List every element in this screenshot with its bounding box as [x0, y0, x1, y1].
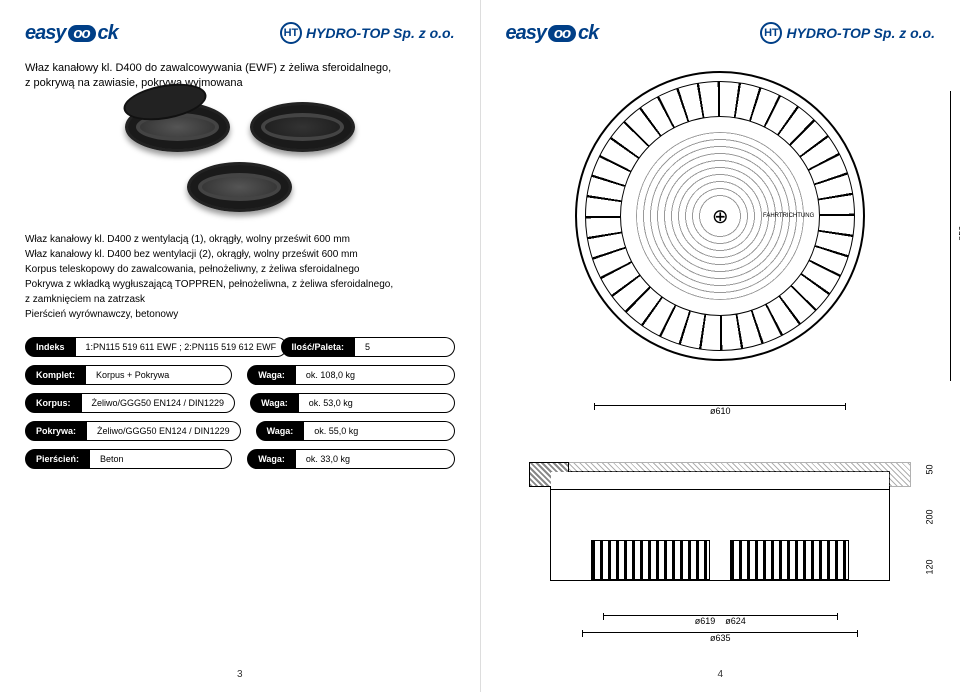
ht-circle-icon: HT: [760, 22, 782, 44]
cell-value: 1:PN115 519 611 EWF ; 2:PN115 519 612 EW…: [76, 337, 288, 357]
cell-value: Żeliwo/GGG50 EN124 / DIN1229: [82, 393, 236, 413]
dim-d610: ø610: [710, 406, 731, 416]
grate-left: [591, 540, 710, 580]
logo-easy: easy: [25, 22, 66, 45]
table-row: Pierścień:Beton Waga:ok. 33,0 kg: [25, 449, 455, 469]
dim-h50: 50: [925, 459, 935, 474]
render-body-ring: [187, 162, 292, 212]
cell-label: Waga:: [247, 365, 296, 385]
table-row: Komplet:Korpus + Pokrywa Waga:ok. 108,0 …: [25, 365, 455, 385]
easylock-logo: easyoock: [506, 22, 599, 45]
easylock-logo: easyoock: [25, 22, 118, 45]
hydro-top-logo: HT HYDRO-TOP Sp. z o.o.: [760, 22, 935, 44]
cell-label: Pierścień:: [25, 449, 90, 469]
desc-line: Właz kanałowy kl. D400 z wentylacją (1),…: [25, 232, 455, 247]
title-line1: Właz kanałowy kl. D400 do zawalcowywania…: [25, 62, 391, 74]
product-description: Właz kanałowy kl. D400 z wentylacją (1),…: [25, 232, 455, 322]
section-bottom-dims: ø619 ø624 ø635: [552, 615, 888, 643]
page-number: 4: [717, 669, 723, 680]
cell-label: Waga:: [250, 393, 299, 413]
table-row: Korpus:Żeliwo/GGG50 EN124 / DIN1229 Waga…: [25, 393, 455, 413]
desc-line: Pokrywa z wkładką wygłuszającą TOPPREN, …: [25, 277, 455, 292]
page-number: 3: [237, 669, 243, 680]
ht-circle-icon: HT: [280, 22, 302, 44]
dim-line: [603, 615, 838, 616]
hydro-text: HYDRO-TOP Sp. z o.o.: [786, 25, 935, 41]
dim-line: [582, 632, 858, 633]
dim-d619: ø619: [695, 616, 716, 626]
cell-value: ok. 108,0 kg: [296, 365, 455, 385]
cell-value: 5: [355, 337, 454, 357]
plan-view-drawing: FAHRTRICHTUNG ø680 ø850 ø610: [510, 71, 930, 451]
table-row: Indeks1:PN115 519 611 EWF ; 2:PN115 519 …: [25, 337, 455, 357]
vertical-dimensions: ø680 ø850: [950, 91, 960, 381]
logo-ck: ck: [578, 22, 598, 45]
top-dimension-610: ø610: [510, 65, 930, 416]
cell-value: ok. 33,0 kg: [296, 449, 455, 469]
product-renders: [25, 102, 455, 212]
title-line2: z pokrywą na zawiasie, pokrywa wyjmowana: [25, 77, 243, 89]
section-view-drawing: 50 200 120 ø619 ø624 ø635: [510, 471, 930, 631]
render-open-ring: [125, 102, 230, 152]
cell-label: Ilość/Paleta:: [281, 337, 356, 357]
hydro-text: HYDRO-TOP Sp. z o.o.: [306, 25, 455, 41]
logo-easy: easy: [506, 22, 547, 45]
logo-oo: oo: [68, 25, 96, 42]
section-lip: [551, 472, 889, 490]
cell-label: Korpus:: [25, 393, 82, 413]
desc-line: Właz kanałowy kl. D400 bez wentylacji (2…: [25, 247, 455, 262]
catalog-page-left: easyoock HT HYDRO-TOP Sp. z o.o. Właz ka…: [0, 0, 481, 692]
render-solid-lid: [250, 102, 355, 152]
dim-d624: ø624: [725, 616, 746, 626]
hydro-top-logo: HT HYDRO-TOP Sp. z o.o.: [280, 22, 455, 44]
spec-table: Indeks1:PN115 519 611 EWF ; 2:PN115 519 …: [25, 337, 455, 469]
cell-value: ok. 55,0 kg: [304, 421, 454, 441]
drain-grates: [591, 520, 849, 580]
dim-d635: ø635: [710, 633, 731, 643]
cell-label: Indeks: [25, 337, 76, 357]
cell-label: Pokrywa:: [25, 421, 87, 441]
cell-label: Waga:: [256, 421, 305, 441]
header: easyoock HT HYDRO-TOP Sp. z o.o.: [506, 15, 936, 51]
cell-label: Komplet:: [25, 365, 86, 385]
cell-value: ok. 53,0 kg: [299, 393, 455, 413]
cell-value: Korpus + Pokrywa: [86, 365, 232, 385]
desc-line: Pierścień wyrównawczy, betonowy: [25, 307, 455, 322]
logo-ck: ck: [98, 22, 118, 45]
logo-oo: oo: [548, 25, 576, 42]
catalog-page-right: easyoock HT HYDRO-TOP Sp. z o.o. FAHRTRI…: [481, 0, 960, 692]
header: easyoock HT HYDRO-TOP Sp. z o.o.: [25, 15, 455, 51]
cell-value: Beton: [90, 449, 232, 469]
cell-value: Żeliwo/GGG50 EN124 / DIN1229: [87, 421, 241, 441]
desc-line: Korpus teleskopowy do zawalcowania, pełn…: [25, 262, 455, 277]
desc-line: z zamknięciem na zatrzask: [25, 292, 455, 307]
section-body: 50 200 120: [550, 471, 890, 581]
table-row: Pokrywa:Żeliwo/GGG50 EN124 / DIN1229 Wag…: [25, 421, 455, 441]
cell-label: Waga:: [247, 449, 296, 469]
section-side-dims: 50 200 120: [922, 462, 937, 572]
dim-line: [594, 405, 846, 406]
product-title: Właz kanałowy kl. D400 do zawalcowywania…: [25, 61, 455, 92]
grate-right: [730, 540, 849, 580]
dim-h200: 200: [925, 509, 935, 524]
dim-h120: 120: [925, 559, 935, 574]
